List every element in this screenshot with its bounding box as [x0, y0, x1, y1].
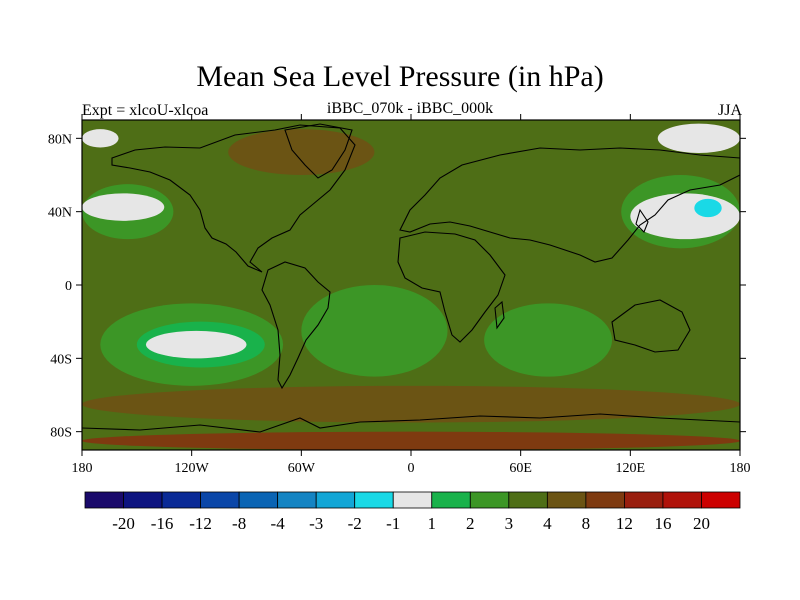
- colorbar-box: [84, 491, 124, 509]
- colorbar-label: -20: [112, 514, 135, 533]
- colorbar-label: 12: [616, 514, 633, 533]
- x-tick-label: 60E: [509, 461, 532, 476]
- colorbar-label: -3: [309, 514, 323, 533]
- field-region-5: [145, 330, 247, 359]
- coastline-antarctica: [82, 413, 740, 433]
- colorbar-box: [585, 491, 625, 509]
- y-tick-label: 40S: [50, 352, 72, 367]
- colorbar-label: 4: [543, 514, 552, 533]
- colorbar-label: -12: [189, 514, 212, 533]
- coastline-greenland: [284, 123, 353, 179]
- x-tick-label: 60W: [288, 461, 316, 476]
- x-tick-label: 0: [408, 461, 415, 476]
- field-region-11: [630, 193, 740, 240]
- colorbar-box: [123, 491, 163, 509]
- y-tick-label: 80N: [48, 132, 72, 147]
- field-region-9: [484, 303, 613, 377]
- colorbar-box: [431, 491, 471, 509]
- colorbar-box: [238, 491, 279, 509]
- subtitle-season: JJA: [717, 102, 742, 119]
- chart-title: Mean Sea Level Pressure (in hPa): [196, 60, 604, 93]
- map-field: [82, 120, 740, 450]
- y-tick-label: 80S: [50, 426, 72, 441]
- colorbar-label: 2: [466, 514, 475, 533]
- colorbar-box: [469, 491, 510, 509]
- colorbar-box: [508, 491, 548, 509]
- colorbar-label: -16: [151, 514, 174, 533]
- colorbar-box: [624, 491, 664, 509]
- field-region-1: [228, 129, 375, 175]
- colorbar-label: -2: [348, 514, 362, 533]
- x-tick-label: 120W: [175, 461, 210, 476]
- coastline-south-america: [261, 261, 331, 390]
- x-tick-label: 180: [730, 461, 751, 476]
- colorbar-label: 1: [428, 514, 437, 533]
- field-region-14: [82, 129, 119, 148]
- colorbar-label: 3: [505, 514, 514, 533]
- field-region-8: [301, 285, 448, 377]
- coastline-africa: [397, 231, 506, 343]
- colorbar-box: [200, 491, 240, 509]
- y-tick-label: 0: [65, 279, 72, 294]
- colorbar-label: 16: [654, 514, 671, 533]
- axes: 180 120W 60W 0 60E 120E 180 80N 40N 0 40S 80S: [48, 114, 751, 476]
- colorbar-label: -8: [232, 514, 246, 533]
- coastline-madagascar: [494, 300, 505, 330]
- colorbar: -20 -16 -12 -8 -4 -3 -2 -1 1 2 3 4 8 12 16 20: [84, 491, 741, 533]
- field-region-13: [657, 123, 740, 153]
- colorbar-label: -1: [386, 514, 400, 533]
- x-tick-label: 180: [72, 461, 93, 476]
- coastlines: [82, 123, 740, 433]
- colorbar-box: [354, 491, 394, 509]
- coastline-north-america: [111, 124, 356, 273]
- field-region-7: [82, 193, 165, 221]
- colorbar-box: [546, 491, 587, 509]
- y-tick-label: 40N: [48, 206, 72, 221]
- coastline-japan: [635, 208, 649, 233]
- colorbar-box: [701, 491, 741, 509]
- colorbar-box: [392, 491, 433, 509]
- colorbar-label: -4: [271, 514, 286, 533]
- colorbar-label: 8: [582, 514, 591, 533]
- x-tick-label: 120E: [616, 461, 646, 476]
- colorbar-box: [277, 491, 317, 509]
- field-region-15: [82, 431, 740, 450]
- coastline-australia: [611, 299, 691, 353]
- colorbar-box: [161, 491, 201, 509]
- field-region-2: [82, 385, 740, 423]
- field-region-12: [694, 198, 722, 218]
- colorbar-label: 20: [693, 514, 710, 533]
- coastline-eurasia: [399, 147, 740, 263]
- colorbar-box: [315, 491, 356, 509]
- colorbar-box: [662, 491, 702, 509]
- subtitle-experiment: Expt = xlcoU-xlcoa: [82, 102, 209, 119]
- subtitle-difference: iBBC_070k - iBBC_000k: [326, 100, 494, 117]
